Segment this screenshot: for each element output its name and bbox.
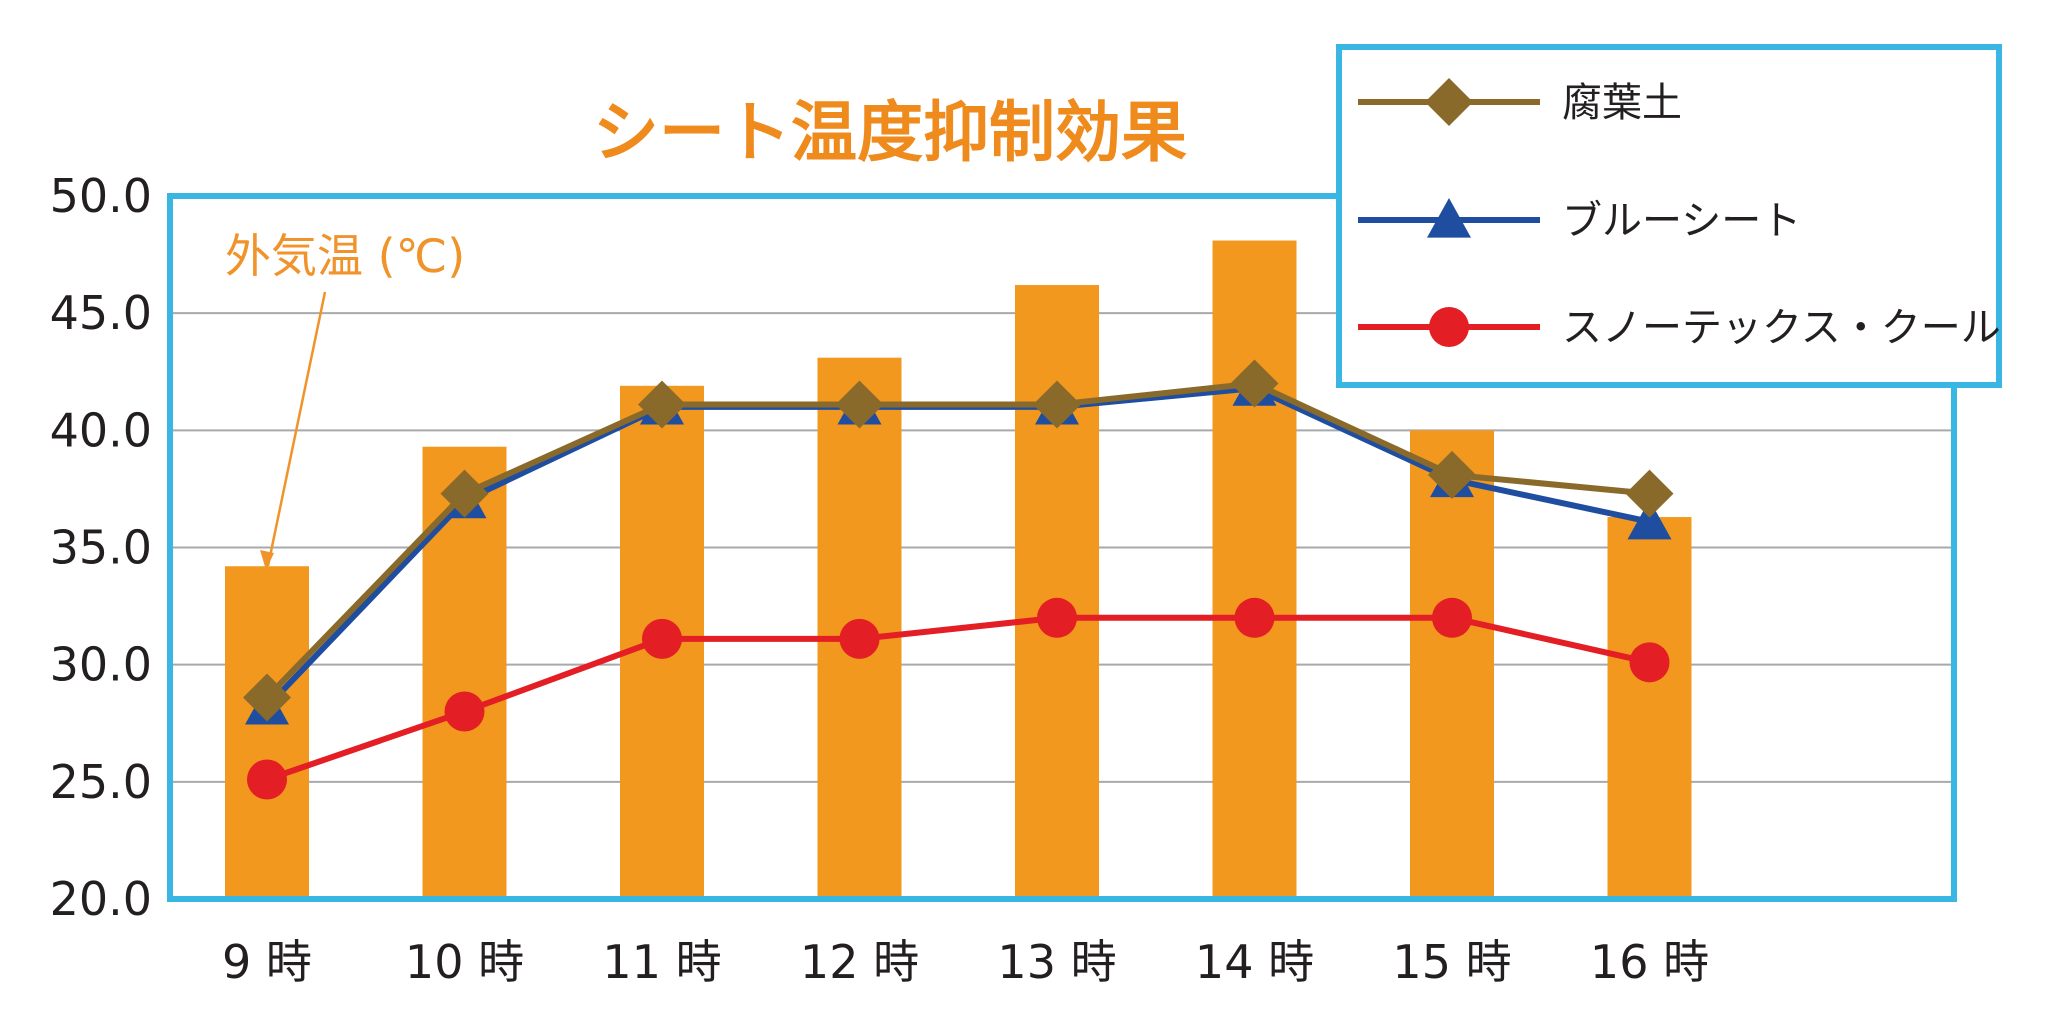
data-point-circle [1629, 642, 1670, 683]
outside-temp-annotation: 外気温 (℃) [225, 229, 465, 283]
bar [1212, 240, 1297, 900]
data-point-diamond [638, 380, 686, 429]
y-tick-label: 45.0 [50, 286, 152, 340]
annotation-arrowhead [260, 550, 274, 570]
data-point-triangle [1627, 499, 1672, 540]
series-line [266, 614, 1651, 783]
bar [1015, 285, 1099, 900]
chart-title: シート温度抑制効果 [593, 94, 1187, 171]
data-point-diamond [835, 380, 884, 429]
y-tick-label: 40.0 [50, 403, 152, 457]
series-line [264, 380, 1650, 700]
plot-frame [167, 193, 1957, 902]
data-point-diamond [1428, 450, 1476, 499]
legend-label: スノーテックス・クール [1562, 305, 2001, 351]
x-tick-label: 14 時 [1195, 935, 1314, 989]
data-point-circle [642, 618, 682, 659]
x-tick-label: 9 時 [222, 935, 312, 989]
data-point-circle [1037, 597, 1077, 638]
data-point-circle [1432, 597, 1472, 638]
data-point-circle [444, 691, 485, 732]
data-point-circle [247, 759, 287, 800]
data-point-diamond [1033, 380, 1081, 429]
x-tick-label: 11 時 [602, 935, 721, 989]
y-axis-ticks: 20.0 25.0 30.0 35.0 40.0 45.0 50.0 [50, 169, 152, 926]
data-point-circle [1234, 597, 1275, 638]
legend-marker-circle [1429, 307, 1469, 347]
x-axis-ticks: 9 時 10 時 11 時 12 時 13 時 14 時 15 時 16 時 [222, 935, 1709, 989]
series-diamond [243, 359, 1674, 722]
y-tick-label: 35.0 [50, 521, 152, 575]
x-tick-label: 12 時 [800, 935, 919, 989]
bar [1607, 517, 1692, 899]
data-point-diamond [243, 673, 291, 722]
x-tick-label: 10 時 [405, 935, 524, 989]
bar [225, 566, 309, 899]
data-point-circle [839, 618, 880, 659]
x-tick-label: 16 時 [1590, 935, 1709, 989]
series-circle [247, 597, 1670, 800]
y-tick-label: 30.0 [50, 638, 152, 692]
x-tick-label: 13 時 [997, 935, 1116, 989]
line-series [243, 359, 1674, 800]
legend-label: 腐葉土 [1562, 80, 1682, 126]
data-point-diamond [1230, 359, 1279, 408]
legend-label: ブルーシート [1562, 198, 1801, 244]
y-tick-label: 50.0 [50, 169, 152, 223]
x-tick-label: 15 時 [1392, 935, 1511, 989]
data-point-diamond [440, 469, 489, 518]
legend-marker-triangle [1427, 198, 1471, 238]
legend-marker-diamond [1425, 78, 1473, 126]
annotation-arrow [266, 291, 327, 567]
data-point-diamond [1625, 469, 1674, 518]
y-tick-label: 20.0 [50, 872, 152, 926]
y-tick-label: 25.0 [50, 755, 152, 809]
bar [1410, 430, 1494, 899]
